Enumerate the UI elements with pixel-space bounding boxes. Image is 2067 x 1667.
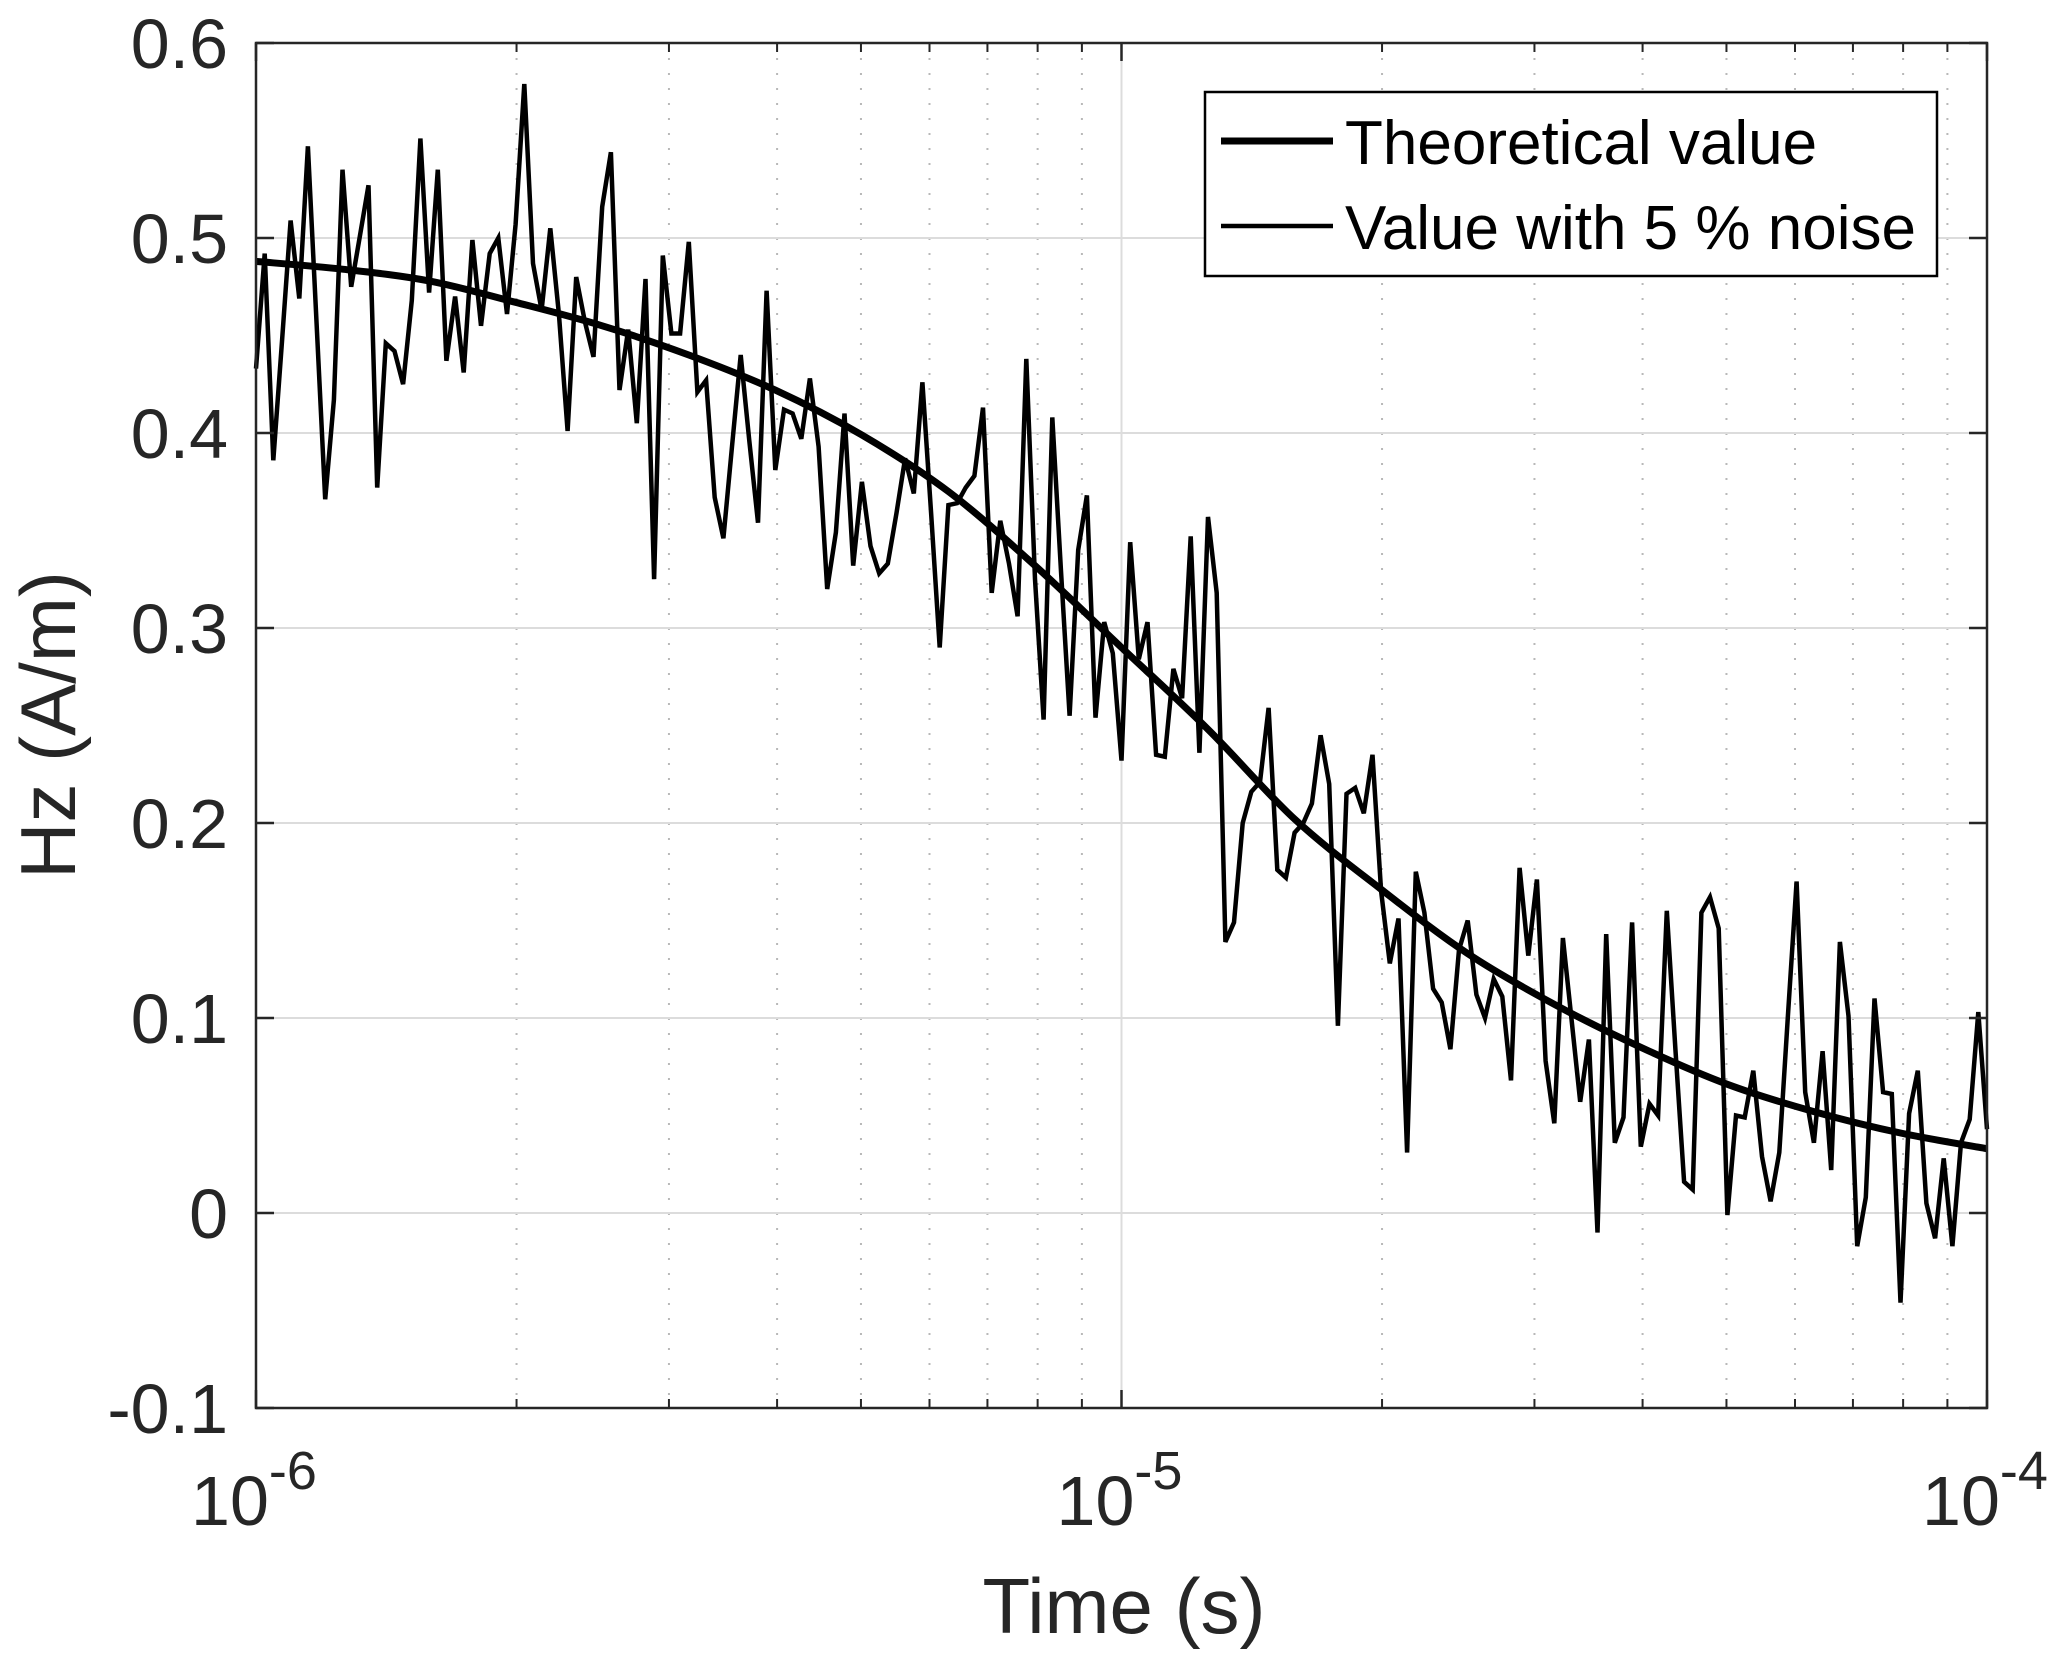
y-tick-label: 0.3 <box>131 590 228 668</box>
y-tick-label: -0.1 <box>107 1370 228 1448</box>
noisy-line <box>253 83 1990 1303</box>
noisy-series <box>253 83 1990 1303</box>
legend-label-theoretical: Theoretical value <box>1345 109 1817 178</box>
legend: Theoretical value Value with 5 % noise <box>1203 90 1939 278</box>
axes-box <box>254 41 1989 1410</box>
theoretical-series <box>255 257 1988 1153</box>
x-tick-labels: 10-6 10-5 10-4 <box>191 1441 2048 1540</box>
y-tick-label: 0.4 <box>131 395 228 473</box>
x-axis-label: Time (s) <box>982 1562 1265 1650</box>
theoretical-line <box>255 257 1988 1153</box>
y-tick-labels: -0.1 0 0.1 0.2 0.3 0.4 0.5 0.6 <box>107 5 228 1448</box>
x-tick-base: 10 <box>1057 1462 1135 1540</box>
x-tick-exponent: -6 <box>269 1441 317 1501</box>
series-layer <box>253 83 1990 1303</box>
legend-box <box>1203 90 1939 278</box>
x-tick-label: 10-6 <box>191 1441 317 1540</box>
y-tick-label: 0.2 <box>131 785 228 863</box>
legend-label-noisy: Value with 5 % noise <box>1345 194 1916 263</box>
x-tick-label: 10-5 <box>1057 1441 1183 1540</box>
x-tick-base: 10 <box>191 1462 269 1540</box>
y-tick-label: 0.6 <box>131 5 228 83</box>
x-tick-exponent: -5 <box>1134 1441 1182 1501</box>
y-tick-label: 0 <box>189 1175 228 1253</box>
y-axis-label: Hz (A/m) <box>4 571 92 879</box>
y-tick-label: 0.1 <box>131 980 228 1058</box>
x-tick-base: 10 <box>1922 1462 2000 1540</box>
x-tick-label: 10-4 <box>1922 1441 2048 1540</box>
y-tick-label: 0.5 <box>131 200 228 278</box>
x-tick-exponent: -4 <box>2000 1441 2048 1501</box>
